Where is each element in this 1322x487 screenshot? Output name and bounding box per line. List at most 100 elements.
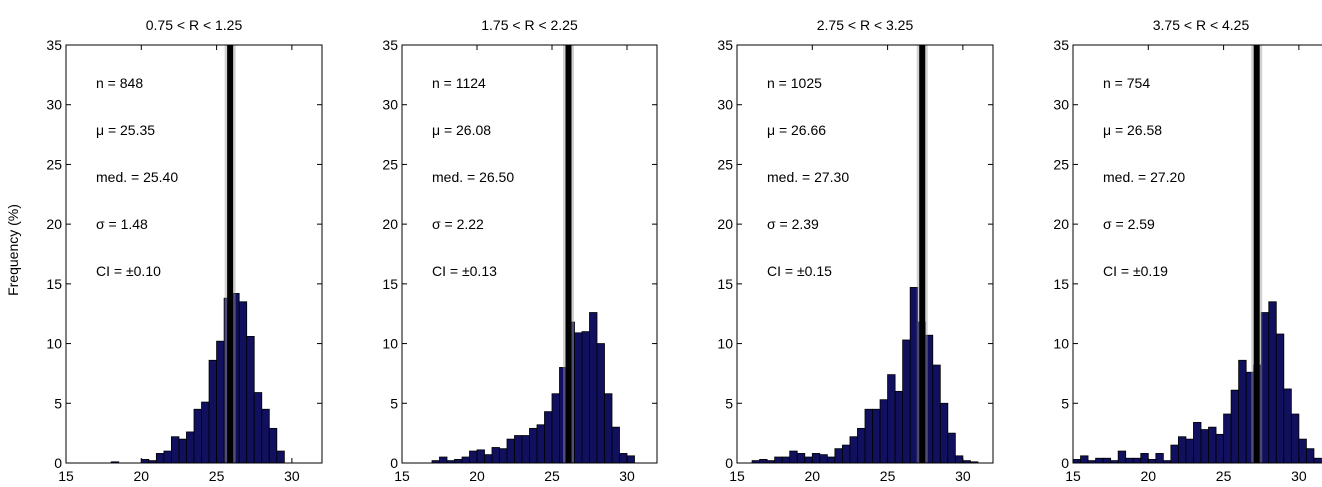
y-tick-label: 30	[1053, 97, 1069, 113]
x-tick-label: 25	[544, 468, 560, 484]
y-tick-label: 5	[390, 395, 398, 411]
histogram-bar	[268, 427, 278, 464]
histogram-bar	[872, 408, 881, 464]
histogram-bar	[476, 449, 485, 464]
x-tick-label: 30	[284, 468, 300, 484]
histogram-bar	[484, 454, 493, 464]
histogram-bar	[581, 331, 590, 464]
stat-annotation: CI = ±0.19	[1103, 263, 1168, 279]
histogram-bar	[521, 435, 530, 464]
histogram-bar	[514, 435, 523, 464]
histogram-bar	[238, 301, 248, 464]
panel-4: 0 5 10 15 20 25 30 35 15 20 25 30 3.75 < R < 4.25 n =…	[1053, 17, 1322, 484]
histogram-bar	[879, 399, 888, 464]
histogram-bar	[1208, 426, 1217, 464]
histogram-bar	[163, 450, 172, 464]
histogram-bar	[253, 392, 263, 464]
stat-annotation: μ = 26.08	[432, 122, 491, 138]
histogram-bar	[894, 390, 904, 464]
histogram-bar	[1170, 444, 1179, 464]
histogram-bar	[589, 312, 598, 464]
histogram-bar	[1215, 433, 1224, 464]
y-tick-label: 10	[717, 336, 733, 352]
histogram-bar	[506, 438, 515, 464]
x-tick-label: 20	[469, 468, 485, 484]
panel-title: 1.75 < R < 2.25	[481, 17, 578, 33]
histogram-bar	[1178, 436, 1187, 464]
panel-title: 0.75 < R < 1.25	[146, 17, 243, 33]
x-tick-label: 15	[58, 468, 74, 484]
y-tick-label: 15	[382, 276, 398, 292]
stat-annotation: CI = ±0.15	[767, 263, 832, 279]
histogram-bar	[1268, 301, 1277, 464]
histogram-bar	[544, 411, 553, 464]
axes-box	[65, 44, 323, 464]
stat-annotation: CI = ±0.10	[96, 263, 161, 279]
histogram-bar	[932, 364, 941, 464]
panel-3: 0 5 10 15 20 25 30 35 15 20 25 30 2.75 < R < 3.25 n =…	[717, 17, 994, 484]
stat-annotation: σ = 2.39	[767, 216, 819, 232]
stat-annotation: σ = 2.59	[1103, 216, 1155, 232]
histogram-bar	[804, 456, 813, 464]
histogram-bar	[1102, 457, 1112, 464]
stat-annotation: med. = 26.50	[432, 169, 514, 185]
histogram-bar	[140, 459, 150, 464]
x-tick-label: 30	[1291, 468, 1307, 484]
x-tick-label: 15	[729, 468, 745, 484]
histogram-bar	[864, 408, 873, 464]
y-tick-label: 15	[46, 276, 62, 292]
histogram-bar	[1193, 421, 1202, 464]
histogram-bar	[1072, 459, 1081, 464]
histogram-bar	[789, 450, 798, 464]
x-tick-label: 20	[1141, 468, 1157, 484]
stat-annotation: n = 848	[96, 75, 143, 91]
histogram-bar	[939, 402, 949, 464]
histogram-bar	[1125, 457, 1134, 464]
histogram-bar	[1155, 453, 1164, 464]
y-tick-label: 0	[1061, 455, 1069, 471]
histogram-bar	[1080, 455, 1089, 464]
stat-annotation: μ = 26.66	[767, 122, 826, 138]
histogram-bar	[849, 436, 858, 464]
x-tick-label: 25	[880, 468, 896, 484]
axes-box	[1072, 44, 1322, 464]
histogram-bar	[529, 427, 538, 464]
y-tick-label: 30	[382, 97, 398, 113]
y-tick-label: 5	[725, 395, 733, 411]
histogram-bar	[454, 459, 463, 464]
panel-1: 0 5 10 15 20 25 30 35 15 20 25 30 0.75 < R < 1.25 n =…	[46, 17, 323, 484]
y-tick-label: 0	[725, 455, 733, 471]
stat-annotation: μ = 26.58	[1103, 122, 1162, 138]
histogram-bar	[947, 432, 956, 464]
y-tick-label: 35	[46, 37, 62, 53]
histogram-bar	[1290, 413, 1300, 464]
axes-box	[736, 44, 994, 464]
histogram-bar	[834, 448, 843, 464]
x-tick-label: 25	[209, 468, 225, 484]
x-tick-label: 20	[134, 468, 150, 484]
y-tick-label: 30	[717, 97, 733, 113]
y-tick-label: 35	[382, 37, 398, 53]
stat-annotation: σ = 1.48	[96, 216, 148, 232]
y-tick-label: 20	[717, 216, 733, 232]
histogram-bar	[604, 393, 613, 464]
y-axis-label: Frequency (%)	[5, 204, 21, 296]
histogram-bar	[1306, 448, 1315, 464]
stat-annotation: σ = 2.22	[432, 216, 484, 232]
histogram-bar	[909, 287, 919, 464]
histogram-bar	[1298, 438, 1307, 464]
x-tick-label: 30	[955, 468, 971, 484]
histogram-bar	[1230, 389, 1240, 464]
y-tick-label: 15	[1053, 276, 1069, 292]
histogram-bar	[186, 431, 195, 464]
histogram-bar	[759, 459, 768, 464]
stat-annotation: med. = 27.20	[1103, 169, 1185, 185]
y-tick-label: 10	[46, 336, 62, 352]
y-tick-label: 5	[54, 395, 62, 411]
histogram-bar	[1200, 429, 1209, 464]
x-tick-label: 15	[394, 468, 410, 484]
x-tick-label: 20	[805, 468, 821, 484]
y-tick-label: 15	[717, 276, 733, 292]
histogram-bar	[796, 453, 806, 464]
